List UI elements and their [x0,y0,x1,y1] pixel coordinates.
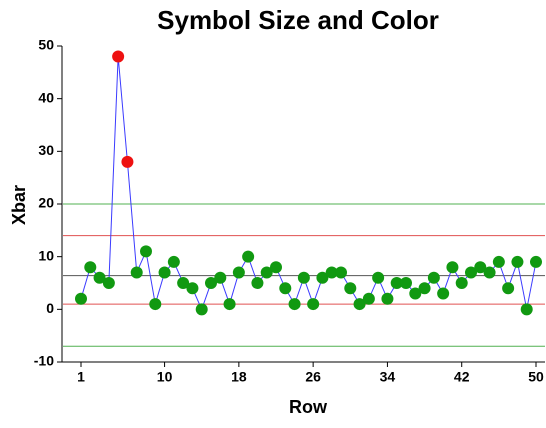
point [167,255,180,268]
point [84,261,97,274]
point [353,298,366,311]
point [140,245,152,258]
point [455,277,468,289]
y-tick-label: 20 [38,195,54,211]
point [418,282,431,295]
y-tick-label: 0 [46,300,54,316]
point [75,292,87,305]
point [195,303,208,316]
point [437,287,450,300]
point [362,292,375,305]
point [223,298,236,311]
point [400,277,412,289]
point [149,298,162,311]
y-tick-label: 40 [38,89,54,105]
point [520,303,533,316]
point [177,277,190,289]
point [446,261,459,274]
point [130,266,143,279]
point [492,255,505,268]
point [260,266,273,279]
point [251,277,264,289]
x-axis-label: Row [289,397,328,417]
point [344,282,357,295]
point [270,261,282,274]
x-tick-label: 1 [77,369,85,385]
point [93,271,106,284]
point [381,292,394,305]
point [474,261,487,274]
point [205,277,217,289]
point [297,271,310,284]
y-tick-label: -10 [34,353,54,369]
x-tick-label: 18 [231,369,247,385]
point [214,271,227,284]
x-tick-label: 10 [157,369,173,385]
point [112,50,125,63]
point [511,255,524,268]
point [232,266,245,279]
point [121,155,134,168]
x-tick-label: 34 [380,369,396,385]
point [427,271,440,284]
point [102,277,115,289]
point [242,250,255,263]
point [372,271,385,284]
chart-title: Symbol Size and Color [157,5,439,35]
y-tick-label: 50 [38,37,54,53]
x-tick-label: 26 [305,369,321,385]
point [158,266,171,279]
point [530,255,542,268]
point [335,266,347,279]
point [390,277,403,289]
point [502,282,515,295]
point [465,266,477,279]
point [307,298,320,311]
point [483,266,496,279]
x-tick-label: 42 [454,369,470,385]
x-tick-label: 50 [528,369,544,385]
point [186,282,199,295]
point [325,266,338,279]
point [288,298,301,311]
point [316,271,329,284]
y-tick-label: 30 [38,142,54,158]
y-tick-label: 10 [38,247,54,263]
point [409,287,422,300]
y-axis-label: Xbar [9,185,29,225]
point [279,282,292,295]
